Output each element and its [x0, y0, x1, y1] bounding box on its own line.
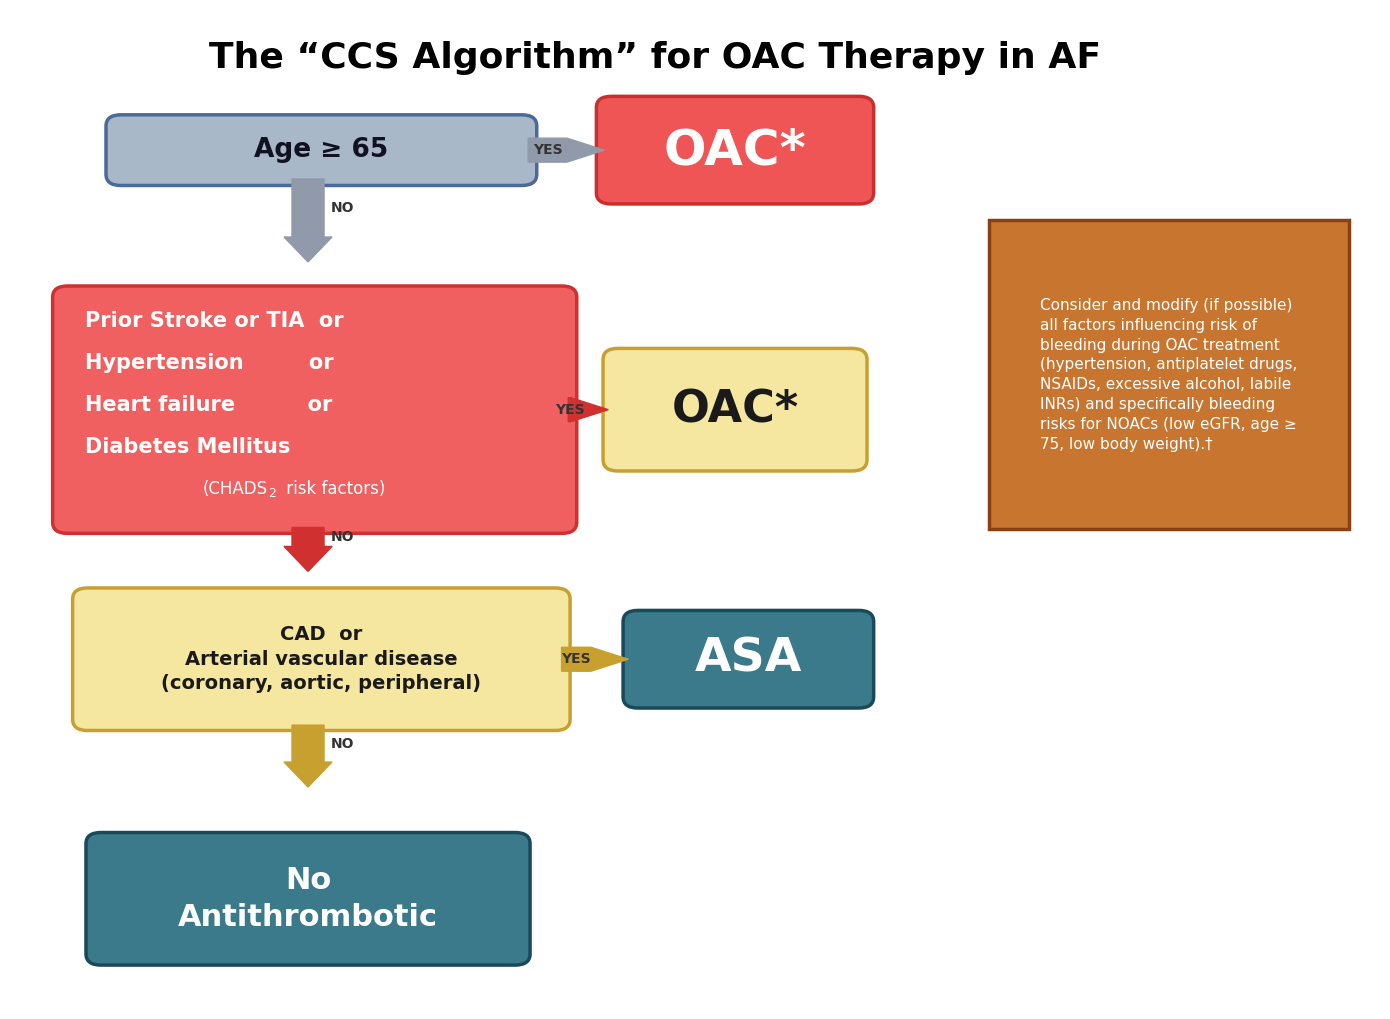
Text: NO: NO	[331, 737, 354, 751]
Text: ASA: ASA	[695, 637, 802, 682]
Text: Age ≥ 65: Age ≥ 65	[254, 138, 388, 163]
Polygon shape	[284, 726, 332, 787]
Text: YES: YES	[562, 652, 591, 666]
Text: risk factors): risk factors)	[281, 480, 385, 497]
FancyBboxPatch shape	[106, 115, 537, 185]
Text: The “CCS Algorithm” for OAC Therapy in AF: The “CCS Algorithm” for OAC Therapy in A…	[208, 42, 1101, 75]
Polygon shape	[569, 397, 609, 422]
Text: NO: NO	[331, 530, 354, 544]
Text: (CHADS: (CHADS	[203, 480, 268, 497]
Text: Heart failure          or: Heart failure or	[85, 394, 332, 415]
Text: YES: YES	[555, 403, 584, 417]
Text: NO: NO	[331, 201, 354, 215]
FancyBboxPatch shape	[53, 286, 577, 533]
Text: OAC*: OAC*	[663, 126, 806, 174]
Text: CAD  or
Arterial vascular disease
(coronary, aortic, peripheral): CAD or Arterial vascular disease (corona…	[161, 626, 481, 693]
Text: No
Antithrombotic: No Antithrombotic	[178, 866, 438, 931]
FancyBboxPatch shape	[988, 220, 1348, 530]
FancyBboxPatch shape	[72, 588, 570, 731]
FancyBboxPatch shape	[623, 610, 874, 708]
Text: Prior Stroke or TIA  or: Prior Stroke or TIA or	[85, 311, 343, 331]
FancyBboxPatch shape	[86, 833, 530, 965]
Polygon shape	[528, 139, 605, 162]
Text: 2: 2	[268, 487, 275, 500]
Polygon shape	[284, 528, 332, 572]
FancyBboxPatch shape	[596, 97, 874, 204]
Text: Hypertension         or: Hypertension or	[85, 353, 334, 373]
Polygon shape	[284, 179, 332, 262]
Polygon shape	[562, 647, 628, 672]
Text: Consider and modify (if possible)
all factors influencing risk of
bleeding durin: Consider and modify (if possible) all fa…	[1040, 298, 1297, 451]
Text: OAC*: OAC*	[671, 388, 799, 431]
FancyBboxPatch shape	[603, 348, 867, 471]
Text: Diabetes Mellitus: Diabetes Mellitus	[85, 436, 291, 457]
Text: YES: YES	[532, 143, 563, 157]
